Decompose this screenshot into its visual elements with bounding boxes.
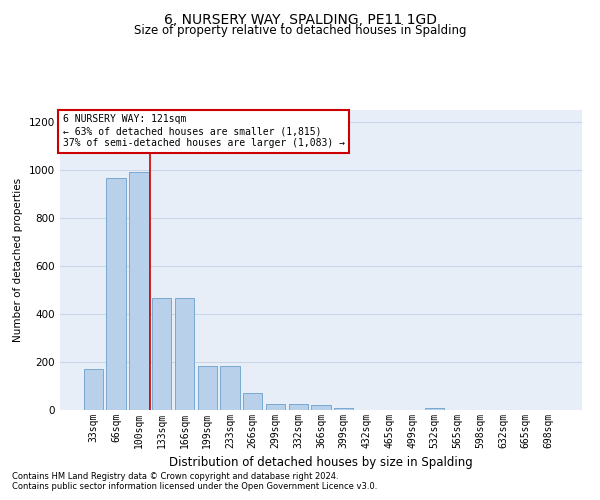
- Bar: [334, 408, 353, 410]
- Bar: [243, 393, 262, 410]
- Bar: [266, 404, 285, 410]
- Bar: [84, 369, 103, 410]
- Text: Contains HM Land Registry data © Crown copyright and database right 2024.: Contains HM Land Registry data © Crown c…: [12, 472, 338, 481]
- Bar: [175, 298, 194, 410]
- Bar: [197, 366, 217, 410]
- Bar: [311, 405, 331, 410]
- Bar: [220, 366, 239, 410]
- Text: 6 NURSERY WAY: 121sqm
← 63% of detached houses are smaller (1,815)
37% of semi-d: 6 NURSERY WAY: 121sqm ← 63% of detached …: [62, 114, 344, 148]
- Bar: [106, 178, 126, 410]
- Bar: [152, 298, 172, 410]
- Text: Contains public sector information licensed under the Open Government Licence v3: Contains public sector information licen…: [12, 482, 377, 491]
- Y-axis label: Number of detached properties: Number of detached properties: [13, 178, 23, 342]
- Bar: [289, 404, 308, 410]
- Text: Size of property relative to detached houses in Spalding: Size of property relative to detached ho…: [134, 24, 466, 37]
- X-axis label: Distribution of detached houses by size in Spalding: Distribution of detached houses by size …: [169, 456, 473, 469]
- Bar: [129, 172, 149, 410]
- Text: 6, NURSERY WAY, SPALDING, PE11 1GD: 6, NURSERY WAY, SPALDING, PE11 1GD: [163, 12, 437, 26]
- Bar: [425, 408, 445, 410]
